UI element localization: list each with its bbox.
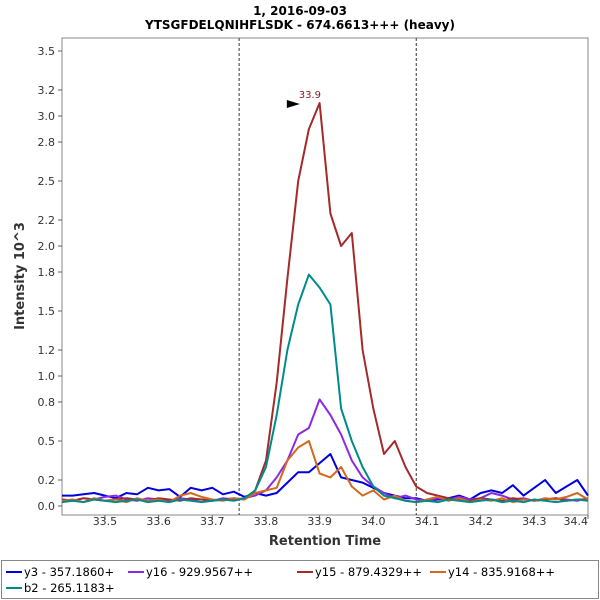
peak-marker-arrow xyxy=(286,100,300,108)
x-tick-label: 34.3 xyxy=(522,515,547,528)
y-tick-label: 2.0 xyxy=(38,240,56,253)
series-line xyxy=(61,398,589,502)
y-tick-label: 2.8 xyxy=(38,136,56,149)
legend-label: b2 - 265.1183+ xyxy=(24,581,115,595)
legend-box xyxy=(1,560,599,599)
plot-area xyxy=(61,37,589,516)
x-tick-label: 33.5 xyxy=(93,515,118,528)
y-tick-label: 3.0 xyxy=(38,110,56,123)
legend-label: y14 - 835.9168++ xyxy=(448,565,555,579)
x-axis-title: Retention Time xyxy=(269,534,381,549)
chart-title: 1, 2016-09-03 xyxy=(253,4,347,18)
x-tick-label: 33.7 xyxy=(200,515,225,528)
y-tick-label: 2.2 xyxy=(38,214,56,227)
y-axis-title: Intensity 10^3 xyxy=(13,222,28,330)
y-tick-label: 3.2 xyxy=(38,84,56,97)
x-axis: 33.5 33.6 33.7 33.8 33.9 34.0 34.1 34.2 34.3 34.4 xyxy=(93,515,589,528)
legend: y3 - 357.1860+ y16 - 929.9567++ y15 - 879.… xyxy=(6,565,555,595)
peak-label: 33.9 xyxy=(299,90,321,101)
peak-annotation: 33.9 xyxy=(286,90,321,108)
chart-subtitle: YTSGFDELQNIHFLSDK - 674.6613+++ (heavy) xyxy=(144,18,455,32)
x-tick-label: 34.0 xyxy=(361,515,386,528)
legend-label: y15 - 879.4329++ xyxy=(315,565,422,579)
x-tick-label: 33.9 xyxy=(307,515,332,528)
y-tick-label: 3.5 xyxy=(38,45,56,58)
x-tick-label: 33.8 xyxy=(254,515,279,528)
y-tick-label: 1.8 xyxy=(38,266,56,279)
legend-label: y16 - 929.9567++ xyxy=(146,565,253,579)
series-line xyxy=(61,440,589,504)
y-tick-label: 1.5 xyxy=(38,305,56,318)
series-line xyxy=(61,273,589,504)
y-tick-label: 0.5 xyxy=(38,435,56,448)
y-tick-label: 0.0 xyxy=(38,500,56,513)
y-tick-label: 0.2 xyxy=(38,474,56,487)
series-line xyxy=(62,453,589,502)
y-axis: 0.0 0.2 0.5 0.8 1.0 1.2 1.5 1.8 2.0 2.2 2.5 2.8 3.0 3… xyxy=(38,45,62,513)
series-layer xyxy=(61,102,589,504)
y-tick-label: 1.2 xyxy=(38,344,56,357)
y-tick-label: 2.5 xyxy=(38,175,56,188)
integration-boundaries xyxy=(238,38,417,515)
x-tick-label: 34.4 xyxy=(564,515,589,528)
x-tick-label: 34.1 xyxy=(415,515,440,528)
y-tick-label: 0.8 xyxy=(38,396,56,409)
legend-label: y3 - 357.1860+ xyxy=(24,565,114,579)
y-tick-label: 1.0 xyxy=(38,370,56,383)
x-tick-label: 33.6 xyxy=(146,515,171,528)
x-tick-label: 34.2 xyxy=(468,515,493,528)
